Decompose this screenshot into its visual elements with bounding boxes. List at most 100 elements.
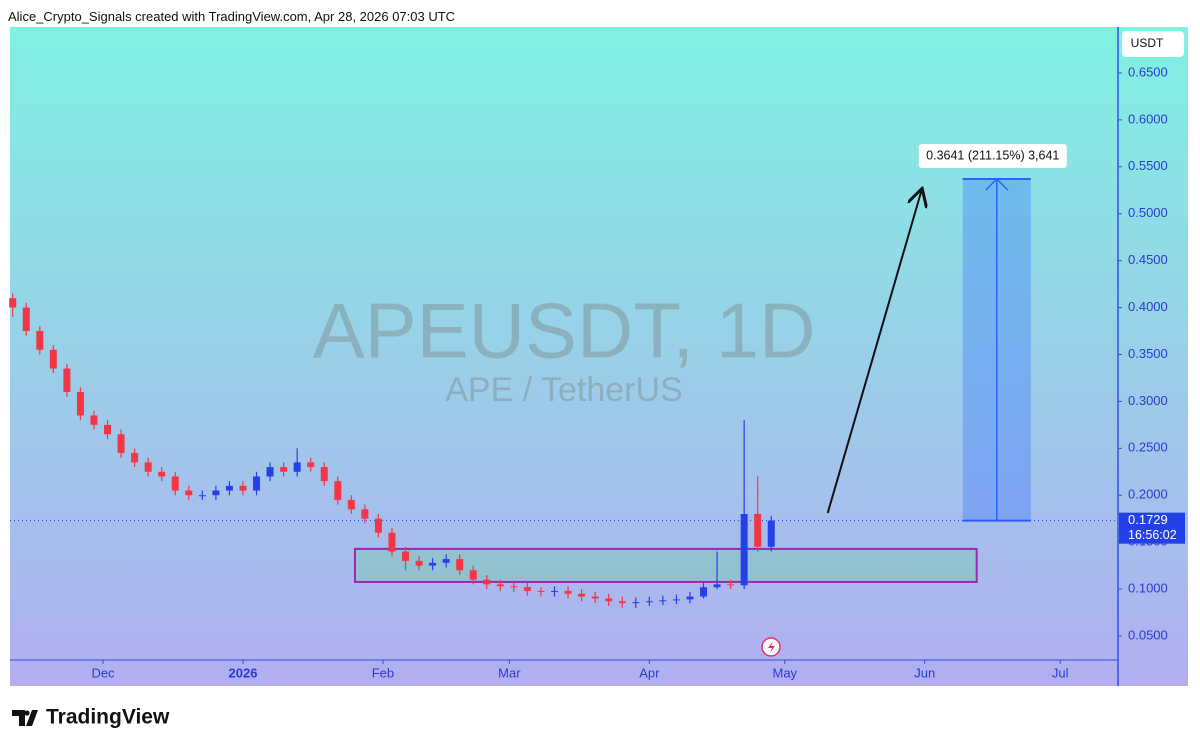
candle-body — [618, 601, 626, 604]
candle-body — [672, 599, 680, 601]
y-tick-label: 0.2000 — [1128, 487, 1168, 502]
y-tick-label: 0.5500 — [1128, 158, 1168, 173]
candle-body — [90, 415, 98, 425]
candle-body — [767, 520, 775, 547]
candle — [672, 594, 680, 605]
candle — [659, 595, 667, 606]
candle-body — [564, 590, 572, 594]
x-tick-label: Jul — [1052, 665, 1069, 680]
candle — [388, 528, 396, 557]
target-label: 0.3641 (211.15%) 3,641 — [926, 148, 1059, 162]
candle-body — [320, 467, 328, 482]
candle — [131, 448, 139, 468]
candle — [253, 471, 261, 496]
candle — [578, 589, 586, 602]
candle — [280, 462, 288, 477]
candle — [293, 448, 301, 477]
candle-body — [334, 481, 342, 500]
candle-body — [347, 499, 355, 510]
candle-body — [49, 349, 57, 369]
candle — [564, 586, 572, 599]
candle-body — [632, 602, 640, 604]
candle-body — [686, 596, 694, 600]
candle-body — [713, 584, 721, 588]
candle-body — [185, 490, 193, 496]
candle-body — [537, 590, 545, 592]
candle — [767, 515, 775, 552]
candle — [320, 462, 328, 486]
candle — [551, 586, 559, 597]
x-tick-label: Jun — [914, 665, 935, 680]
candle — [198, 490, 206, 500]
countdown-label: 16:56:02 — [1128, 528, 1177, 542]
candle-body — [171, 476, 179, 491]
candle — [225, 481, 233, 496]
watermark-description: APE / TetherUS — [445, 371, 683, 409]
candle-body — [280, 467, 288, 472]
candle — [22, 302, 30, 336]
candle-body — [645, 601, 653, 603]
candle-body — [388, 532, 396, 552]
candle-body — [456, 559, 464, 571]
candle — [361, 504, 369, 524]
candle-body — [212, 490, 220, 496]
candle — [686, 591, 694, 604]
candle-body — [700, 587, 708, 597]
candle-body — [402, 551, 410, 561]
candle — [266, 462, 274, 482]
candle — [185, 485, 193, 500]
tv-logo: TradingView — [12, 706, 170, 729]
candle-body — [429, 562, 437, 566]
candle — [212, 485, 220, 500]
candle — [63, 363, 71, 397]
candle-body — [483, 579, 491, 585]
candle-body — [496, 584, 504, 587]
candle-body — [361, 509, 369, 519]
currency-badge[interactable] — [1122, 31, 1184, 57]
candle-body — [415, 560, 423, 566]
y-tick-label: 0.0500 — [1128, 627, 1168, 642]
candle-body — [754, 513, 762, 547]
currency-label: USDT — [1131, 36, 1164, 50]
candle — [456, 554, 464, 575]
candle-body — [225, 485, 233, 491]
candle — [469, 565, 477, 585]
candle — [49, 345, 57, 374]
candle — [645, 596, 653, 606]
candle-body — [578, 593, 586, 597]
candle — [510, 582, 518, 592]
candle — [104, 420, 112, 439]
y-tick-label: 0.6500 — [1128, 64, 1168, 79]
candle-body — [266, 467, 274, 477]
event-icon[interactable] — [761, 637, 781, 657]
last-price-label: 0.1729 — [1128, 512, 1168, 527]
candle — [618, 596, 626, 608]
brand-name: TradingView — [46, 706, 170, 729]
last-price-badge — [1119, 512, 1185, 544]
candle-body — [158, 471, 166, 477]
candle-body — [22, 307, 30, 332]
candle-body — [117, 434, 125, 454]
x-tick-label: Feb — [372, 665, 394, 680]
candle-body — [239, 485, 247, 491]
candle — [171, 471, 179, 496]
candle — [402, 546, 410, 571]
candle — [483, 574, 491, 590]
x-tick-label: 2026 — [229, 665, 258, 680]
y-tick-label: 0.4000 — [1128, 299, 1168, 314]
candle — [334, 476, 342, 505]
candle — [754, 476, 762, 552]
candle — [713, 551, 721, 590]
candle — [632, 597, 640, 608]
candle-body — [9, 298, 17, 308]
candle-body — [76, 392, 84, 416]
candle-body — [591, 596, 599, 599]
x-tick-label: May — [773, 665, 798, 680]
candle-body — [374, 518, 382, 533]
candle — [591, 591, 599, 604]
candle — [415, 556, 423, 571]
candle-body — [307, 462, 315, 468]
target-label-box — [918, 144, 1067, 169]
candle — [537, 587, 545, 597]
